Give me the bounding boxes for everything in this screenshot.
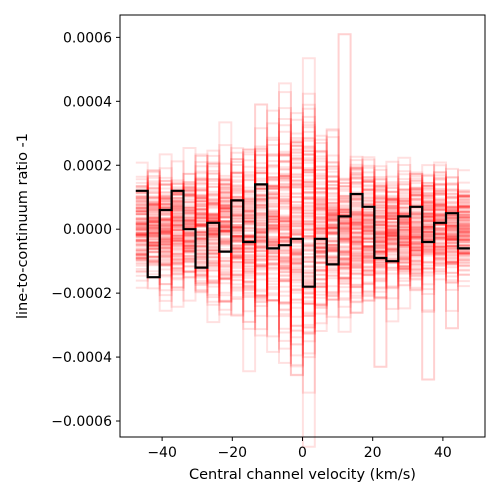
draw-trace <box>135 168 470 273</box>
draw-trace <box>135 153 470 267</box>
draw-trace <box>135 150 470 299</box>
y-tick-label: −0.0006 <box>51 414 112 430</box>
draw-trace <box>135 122 470 302</box>
draw-trace <box>135 147 470 293</box>
draw-trace <box>135 172 470 310</box>
draw-trace <box>135 150 470 299</box>
x-tick-label: 20 <box>364 445 382 461</box>
x-axis-label: Central channel velocity (km/s) <box>189 467 416 483</box>
draw-trace <box>135 145 470 298</box>
draw-trace <box>135 181 470 334</box>
draw-trace <box>135 184 470 331</box>
draw-trace <box>135 141 470 312</box>
draw-trace <box>135 167 470 293</box>
draw-trace <box>135 141 470 288</box>
x-axis-ticks: −40 −20 0 20 40 <box>147 437 452 461</box>
x-tick-label: −20 <box>218 445 248 461</box>
draw-trace <box>135 176 470 337</box>
y-tick-label: 0.0000 <box>63 222 112 238</box>
draw-trace <box>135 148 470 286</box>
draw-trace <box>135 153 470 330</box>
draw-trace <box>135 174 470 302</box>
draw-trace <box>135 180 470 394</box>
draw-trace <box>135 154 470 272</box>
y-tick-label: 0.0002 <box>63 158 112 174</box>
draw-trace <box>135 157 470 308</box>
draw-trace <box>135 156 470 296</box>
draw-trace <box>135 158 470 332</box>
y-axis-label: line-to-continuum ratio -1 <box>15 133 31 319</box>
draw-trace <box>135 164 470 280</box>
draw-trace <box>135 139 470 276</box>
draw-trace <box>135 112 470 302</box>
draw-trace <box>135 151 470 290</box>
draw-trace <box>135 165 470 294</box>
draw-trace <box>135 178 470 303</box>
draw-trace <box>135 175 470 318</box>
draw-trace <box>135 153 470 366</box>
draw-trace <box>135 159 470 303</box>
x-tick-label: 40 <box>434 445 452 461</box>
y-tick-label: 0.0004 <box>63 94 112 110</box>
draw-trace <box>135 166 470 297</box>
draw-trace <box>135 144 470 303</box>
draw-trace <box>135 175 470 376</box>
draw-trace <box>135 103 470 301</box>
main-series <box>135 183 470 288</box>
draw-trace <box>135 194 470 359</box>
draw-trace <box>135 175 470 333</box>
draw-trace <box>135 121 470 305</box>
x-tick-label: −40 <box>147 445 177 461</box>
draw-trace <box>135 82 470 274</box>
draw-trace <box>135 172 470 282</box>
draw-trace <box>135 159 470 308</box>
draw-trace <box>135 160 470 274</box>
draw-trace <box>135 168 470 268</box>
draw-trace <box>135 127 470 283</box>
draw-trace <box>135 157 470 330</box>
y-tick-label: 0.0006 <box>63 30 112 46</box>
x-tick-label: 0 <box>298 445 307 461</box>
draw-trace <box>135 175 470 298</box>
y-tick-label: −0.0002 <box>51 286 112 302</box>
y-tick-label: −0.0004 <box>51 350 112 366</box>
draw-trace <box>135 137 470 350</box>
draw-trace <box>135 148 470 319</box>
main-series-line <box>135 183 470 288</box>
y-axis-ticks: −0.0006 −0.0004 −0.0002 0.0000 0.0002 0.0004 0… <box>51 30 120 430</box>
draw-trace <box>135 150 470 252</box>
draw-trace <box>135 178 470 299</box>
draw-trace <box>135 118 470 326</box>
draw-trace <box>135 158 470 357</box>
draw-trace <box>135 139 470 295</box>
